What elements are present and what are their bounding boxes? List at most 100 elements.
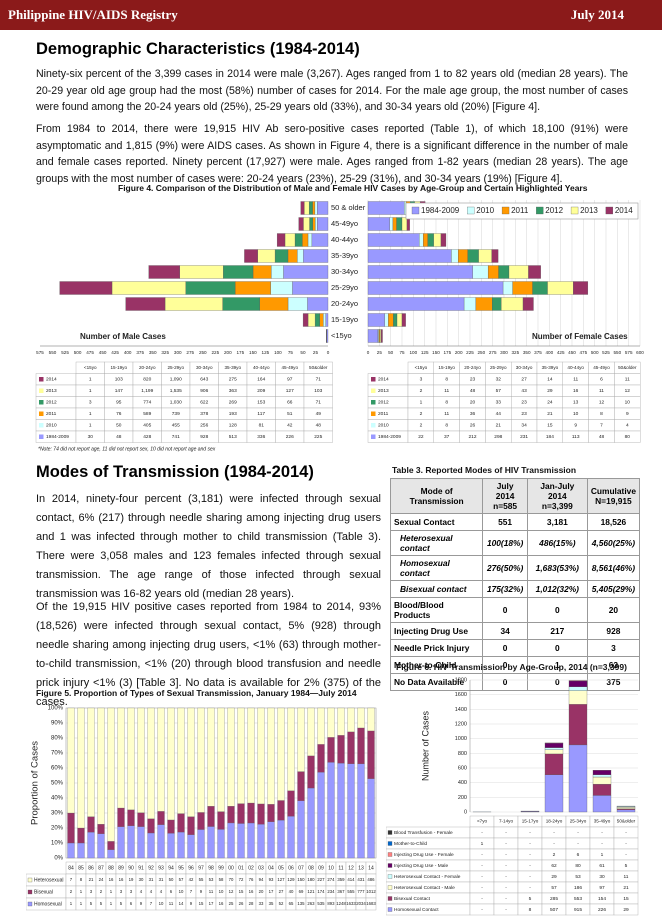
table-value: 11 [209, 889, 214, 894]
table-cell: 3 [586, 639, 641, 657]
bar-segment [247, 822, 255, 859]
table-value: 11 [624, 874, 629, 880]
bar-segment [197, 812, 205, 830]
table-value: 7 [190, 889, 193, 894]
table-value: - [625, 831, 627, 836]
table-value: 1,199 [141, 388, 153, 394]
male-bar [283, 265, 329, 279]
table-value: 226 [598, 907, 606, 913]
bar-segment [367, 730, 375, 779]
y-axis-title: Number of Cases [420, 710, 430, 781]
table-value: 16 [573, 388, 579, 394]
table-value: 1,535 [170, 388, 182, 394]
female-bar [501, 297, 524, 311]
table-cell: Heterosexual contact [389, 530, 484, 556]
male-bar [284, 233, 296, 247]
legend-swatch [39, 434, 44, 439]
table-row-label: 2014 [46, 377, 57, 383]
bar-segment [616, 807, 636, 809]
table-cell: 0 [482, 639, 528, 657]
y-tick-label: 600 [458, 765, 467, 771]
x-tick-label: 200 [455, 350, 463, 355]
table-cell [614, 430, 641, 443]
female-bar [487, 265, 499, 279]
bar-segment [347, 731, 355, 764]
table-header: <15yo [415, 365, 428, 370]
x-tick-label: 25 [377, 350, 383, 355]
table-row: Bisexual contact 175(32%) 1,012(32%) 5,405(… [389, 580, 641, 598]
x-tick-label: 250 [477, 350, 485, 355]
x-tick-label: 225 [211, 350, 219, 355]
table-value: 1248 [336, 901, 346, 906]
table-value: 147 [115, 388, 123, 394]
bar-segment [207, 806, 215, 827]
table-value: 3 [89, 400, 92, 406]
y-tick-label: 30% [51, 811, 64, 817]
table-cell: 276(50%) [482, 555, 528, 581]
female-bar [367, 217, 390, 231]
table-value: 1 [89, 388, 92, 394]
male-bar [234, 281, 271, 295]
female-bar [498, 265, 510, 279]
female-bar [440, 233, 447, 247]
male-bar [325, 313, 329, 327]
x-tick-label: 250 [199, 350, 207, 355]
bar-segment [592, 783, 612, 796]
table-value: 113 [572, 434, 580, 440]
x-tick-label: 15-17yo [522, 819, 539, 824]
male-bar [312, 201, 316, 215]
table-value: 44 [496, 411, 502, 417]
table-value: 15 [547, 423, 553, 429]
y-tick-label: 60% [51, 766, 64, 772]
bar-segment [277, 820, 285, 859]
table-header: 50&older [309, 365, 328, 370]
table-row-label: 2011 [46, 411, 57, 417]
x-tick-label: 10 [328, 865, 334, 871]
table-value: 336 [257, 434, 265, 440]
table-value: 21 [547, 411, 553, 417]
male-bar [303, 217, 310, 231]
table-value: 23 [521, 400, 527, 406]
female-bar [547, 281, 574, 295]
table-header: 40-44yo [567, 365, 584, 370]
table-header: 45-49yo [281, 365, 298, 370]
table-value: 48 [316, 423, 322, 429]
table-row-label: 1984-2009 [378, 434, 401, 440]
table-value: 1 [89, 377, 92, 383]
bar-segment [97, 707, 105, 825]
table-value: - [505, 831, 507, 836]
bar-segment [357, 727, 365, 765]
male-bar [223, 265, 254, 279]
table-header: 15-19yo [110, 365, 127, 370]
x-tick-label: 300 [174, 350, 182, 355]
x-tick-label: 88 [108, 865, 114, 871]
bar-segment [277, 800, 285, 821]
table-cell: Homosexual contact [389, 555, 484, 581]
x-tick-label: 18-24yo [546, 819, 563, 824]
x-tick-label: <7yo [477, 819, 488, 824]
bar-segment [187, 707, 195, 817]
table-value: 553 [574, 896, 582, 902]
bar-segment [327, 737, 335, 763]
table-value: 1683 [366, 901, 376, 906]
table-value: 1 [70, 901, 73, 906]
table-cell: 5,405(29%) [586, 580, 641, 598]
x-tick-label: 75 [399, 350, 405, 355]
bar-segment [177, 813, 185, 833]
table-value: 153 [257, 400, 265, 406]
male-bar [323, 313, 326, 327]
female-bar [367, 265, 473, 279]
age-label: 35-39yo [331, 251, 358, 260]
y-tick-label: 1000 [455, 736, 467, 742]
x-tick-label: 400 [124, 350, 132, 355]
table-value: 9 [626, 411, 629, 417]
female-bar [401, 313, 406, 327]
bar-segment [127, 707, 135, 810]
bar-segment [592, 776, 612, 785]
legend-label: 2013 [580, 206, 598, 215]
table-value: 33 [496, 400, 502, 406]
x-tick-label: 375 [534, 350, 542, 355]
table-value: 127 [277, 877, 285, 882]
bar-segment [267, 707, 275, 805]
legend-label: Bisexual [34, 889, 53, 895]
